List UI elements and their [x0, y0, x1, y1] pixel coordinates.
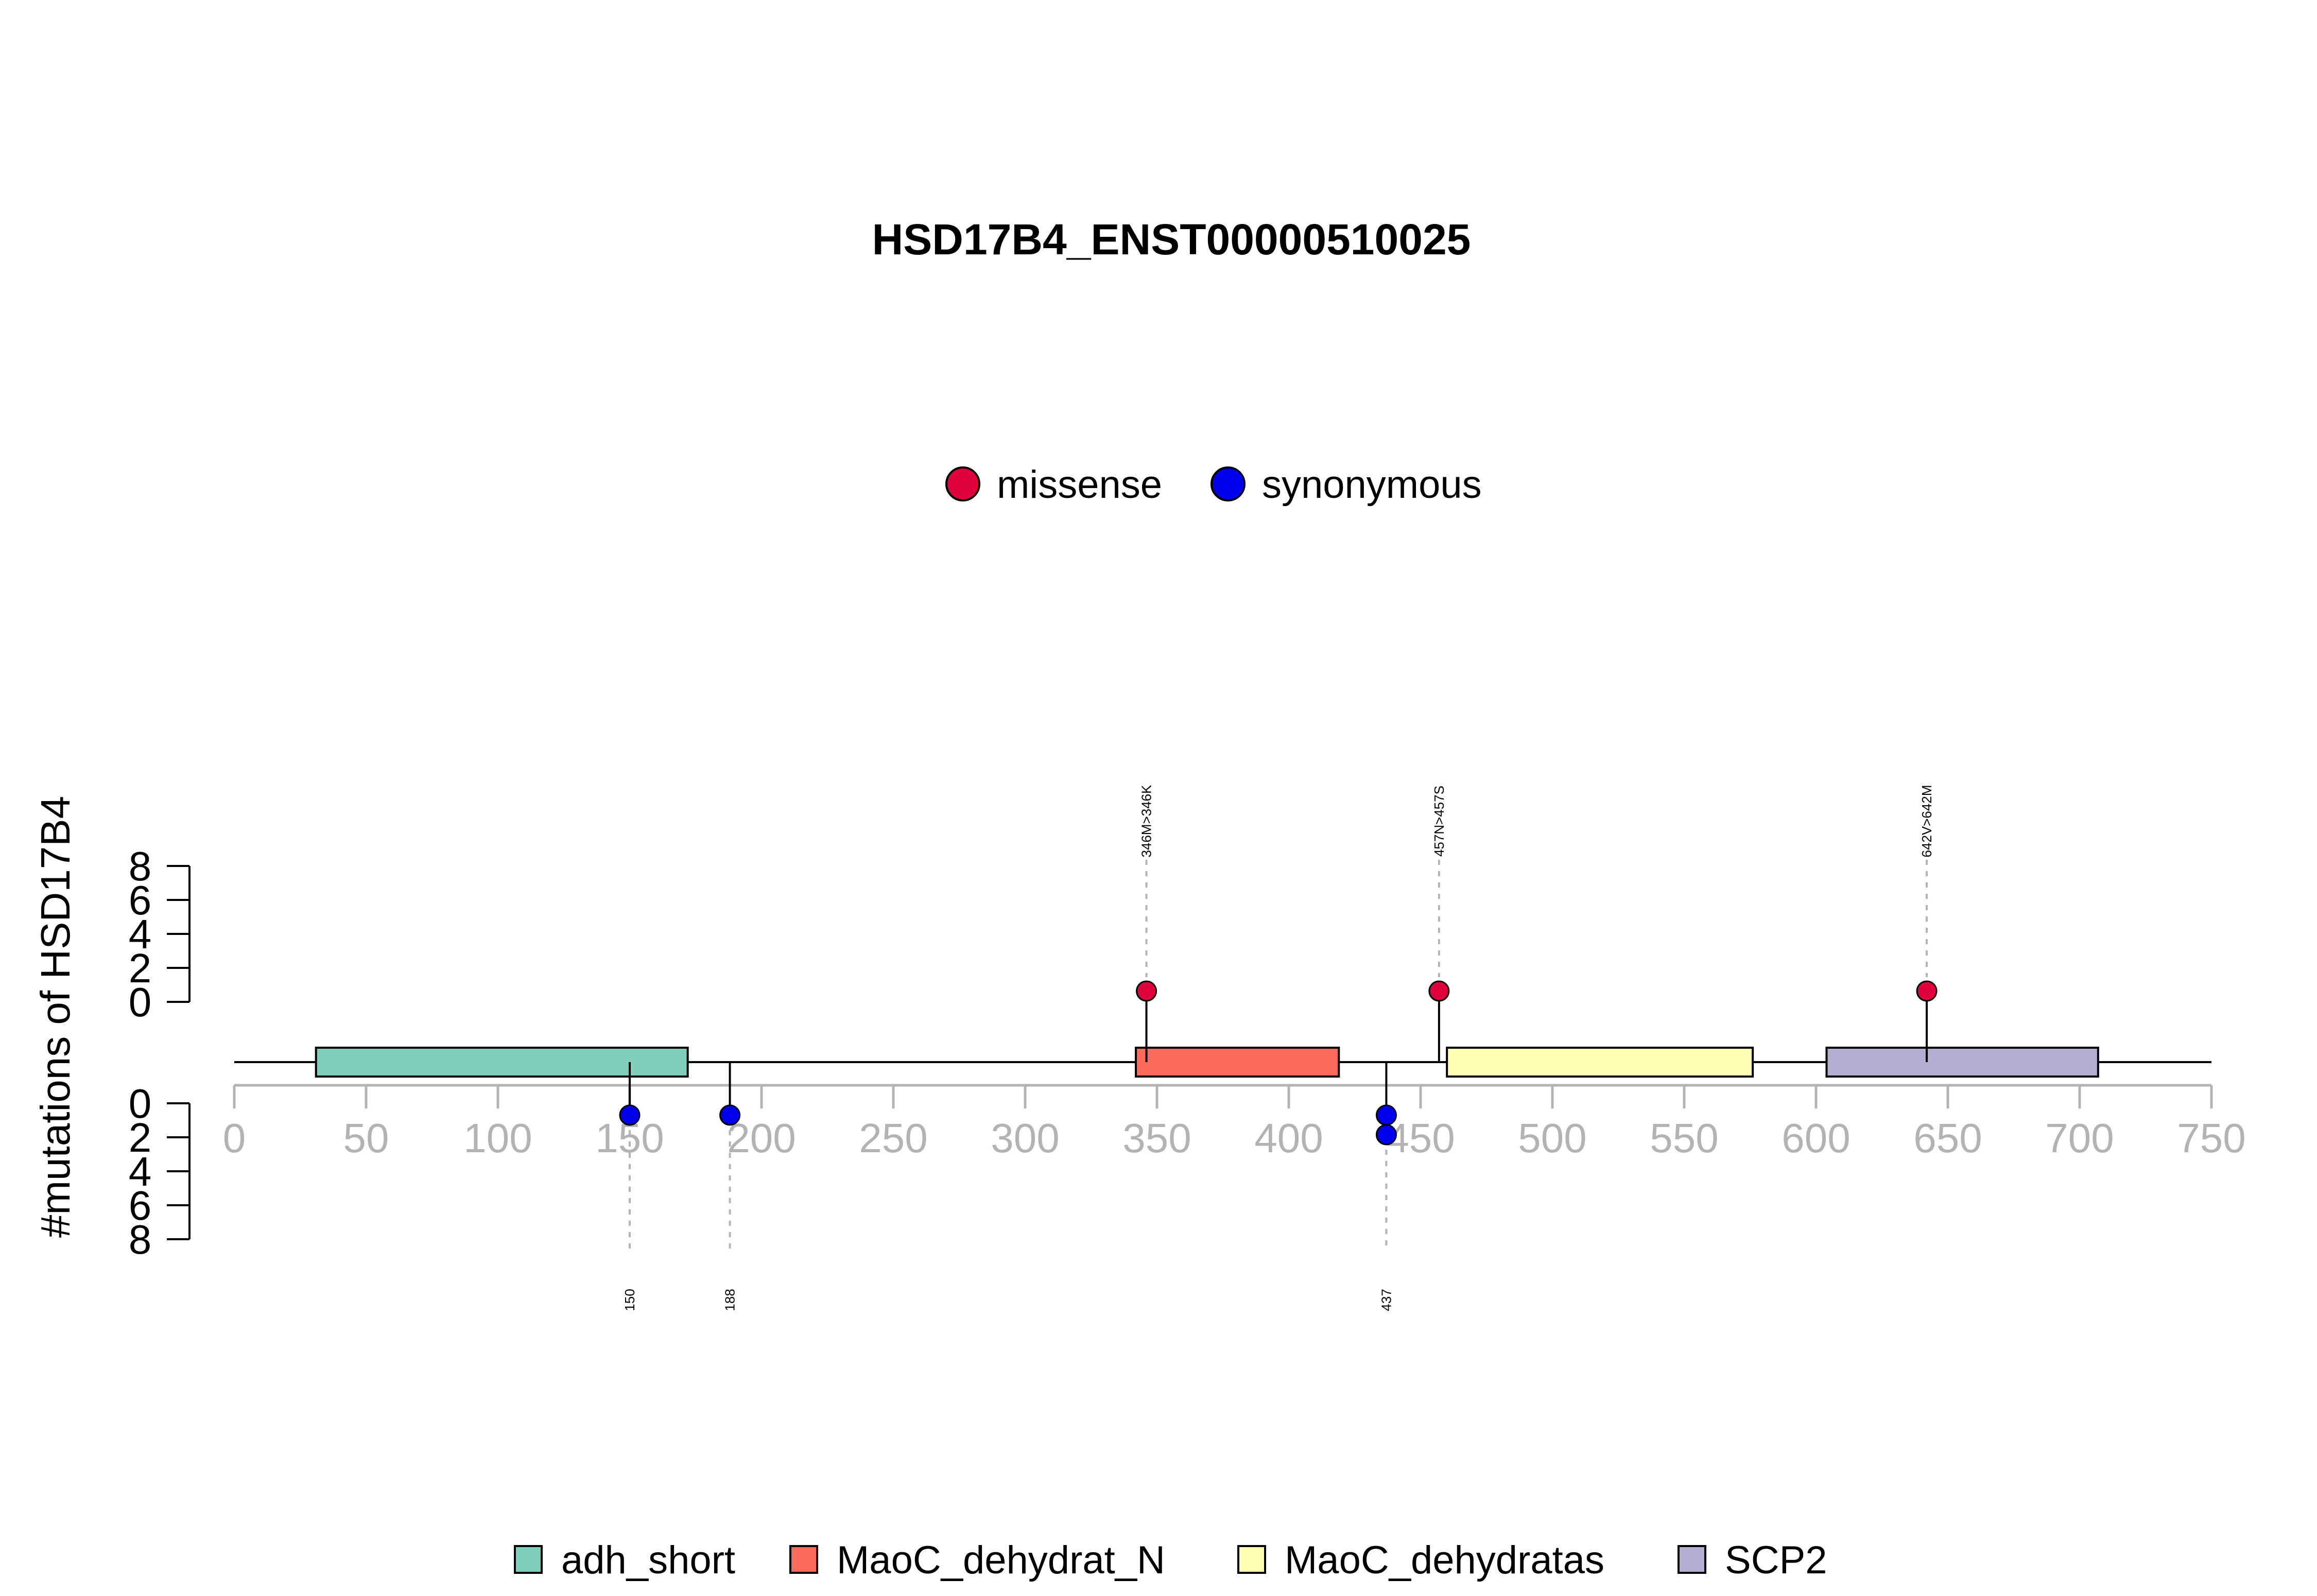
y-tick-label-lower: 0 — [129, 1081, 152, 1126]
y-axis-label: #mutations of HSD17B4 — [32, 796, 78, 1238]
x-tick-label: 550 — [1650, 1115, 1718, 1161]
mutation-point-synonymous — [619, 1104, 641, 1126]
x-tick-label: 50 — [343, 1115, 389, 1161]
mutation-label: 642V>642M — [1919, 785, 1934, 858]
mutation-label: 150 — [622, 1289, 637, 1311]
x-tick-label: 650 — [1913, 1115, 1982, 1161]
legend-label-MaoC_dehydratas: MaoC_dehydratas — [1285, 1538, 1604, 1582]
mutation-legend: missense synonymous — [945, 463, 1482, 507]
legend-swatch-MaoC_dehydrat_N — [789, 1545, 818, 1574]
y-tick-label-upper: 6 — [129, 877, 152, 923]
mutation-point-synonymous — [719, 1104, 741, 1126]
mutation-point-missense — [1428, 980, 1450, 1002]
axes: 0 50 100 150 200 250 300 350 400 450 500 550 600 650 7… — [129, 843, 2246, 1262]
legend-swatch-adh_short — [514, 1545, 543, 1574]
domain-SCP2 — [1825, 1047, 2099, 1078]
y-tick-label-lower: 2 — [129, 1115, 152, 1160]
y-tick-label-upper: 0 — [129, 979, 152, 1025]
x-tick-label: 300 — [991, 1115, 1059, 1161]
x-tick-label: 700 — [2045, 1115, 2114, 1161]
mutation-label: 457N>457S — [1431, 786, 1447, 857]
mutation-label: 346M>346K — [1139, 785, 1154, 858]
chart-title: HSD17B4_ENST00000510025 — [872, 215, 1471, 264]
y-tick-label-lower: 4 — [129, 1149, 152, 1194]
domain-adh_short — [315, 1047, 689, 1078]
x-tick-label: 0 — [223, 1115, 246, 1161]
y-tick-label-upper: 2 — [129, 945, 152, 991]
mutation-point-synonymous — [1375, 1104, 1397, 1126]
mutation-label: 437 — [1378, 1289, 1394, 1311]
x-tick-label: 600 — [1782, 1115, 1850, 1161]
mutation-lollipops: 346M>346K 457N>457S 642V>642M 150 188 437 — [619, 785, 1938, 1311]
domain-legend: adh_short MaoC_dehydrat_N MaoC_dehydratas S… — [514, 1538, 1827, 1582]
x-tick-label: 200 — [727, 1115, 796, 1161]
y-tick-label-upper: 8 — [129, 843, 152, 889]
x-tick-label: 400 — [1254, 1115, 1323, 1161]
mutation-point-missense — [1916, 980, 1938, 1002]
x-tick-label: 450 — [1386, 1115, 1455, 1161]
legend-swatch-MaoC_dehydratas — [1237, 1545, 1266, 1574]
x-tick-label: 350 — [1122, 1115, 1191, 1161]
legend-label-synonymous: synonymous — [1262, 463, 1482, 507]
x-tick-label: 750 — [2177, 1115, 2245, 1161]
domain-MaoC_dehydrat_N — [1135, 1047, 1340, 1078]
y-tick-label-lower: 8 — [129, 1217, 152, 1262]
domain-MaoC_dehydratas — [1446, 1047, 1754, 1078]
mutation-point-missense — [1136, 980, 1157, 1002]
legend-marker-missense — [945, 466, 980, 501]
legend-label-MaoC_dehydrat_N: MaoC_dehydrat_N — [837, 1538, 1165, 1582]
legend-swatch-SCP2 — [1678, 1545, 1706, 1574]
y-tick-label-upper: 4 — [129, 911, 152, 957]
domain-track — [234, 1047, 2211, 1078]
x-tick-label: 250 — [859, 1115, 927, 1161]
x-tick-label: 500 — [1518, 1115, 1586, 1161]
legend-label-SCP2: SCP2 — [1725, 1538, 1827, 1582]
x-tick-label: 100 — [463, 1115, 532, 1161]
y-tick-label-lower: 6 — [129, 1183, 152, 1228]
legend-marker-synonymous — [1211, 466, 1246, 501]
legend-label-missense: missense — [997, 463, 1162, 507]
mutation-label: 188 — [722, 1289, 738, 1311]
mutation-point-synonymous — [1375, 1124, 1397, 1146]
legend-label-adh_short: adh_short — [561, 1538, 735, 1582]
